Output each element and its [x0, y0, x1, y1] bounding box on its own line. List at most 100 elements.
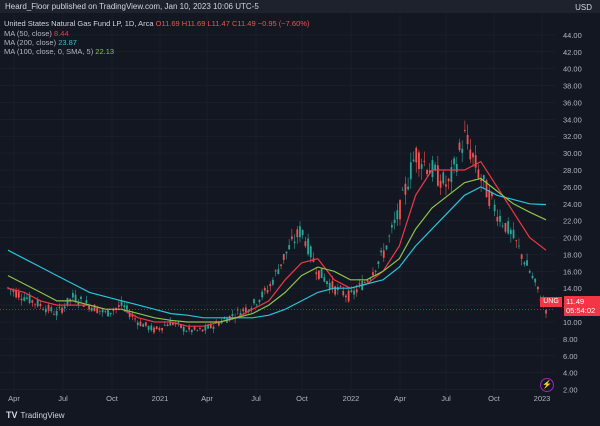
candle-body	[34, 303, 36, 305]
candle-body	[96, 307, 99, 314]
time-tick-label: Oct	[296, 394, 309, 403]
price-tick-label: 16.00	[563, 267, 582, 276]
candle-body	[388, 235, 391, 237]
candle-body	[207, 325, 209, 329]
candle-body	[44, 308, 47, 313]
candle-body	[315, 272, 318, 275]
candle-body	[496, 216, 499, 222]
candle-body	[55, 310, 58, 316]
candle-body	[88, 304, 91, 310]
candle-body	[423, 160, 426, 162]
candle-body	[426, 169, 428, 175]
candle-body	[420, 164, 423, 169]
price-tick-label: 44.00	[563, 31, 582, 40]
candle-body	[328, 282, 331, 290]
candle-body	[536, 286, 539, 290]
time-tick-label: Apr	[201, 394, 213, 403]
time-tick-label: Apr	[8, 394, 20, 403]
indicator-value: 8.44	[54, 29, 69, 38]
candle-body	[461, 148, 464, 153]
candle-body	[153, 327, 155, 333]
candle-body	[115, 307, 118, 309]
candle-body	[380, 250, 382, 253]
candle-body	[504, 223, 507, 232]
candle-body	[418, 152, 420, 170]
indicator-ma50[interactable]: MA (50, close) 8.44	[4, 29, 69, 38]
candle-body	[223, 318, 226, 320]
candle-body	[404, 183, 407, 195]
candle-body	[77, 303, 80, 305]
symbol-name: United States Natural Gas Fund LP, 1D, A…	[4, 19, 154, 28]
candle-body	[236, 309, 239, 311]
price-tick-label: 10.00	[563, 318, 582, 327]
ma200-line	[7, 186, 547, 319]
candle-body	[493, 204, 496, 212]
candle-body	[518, 245, 520, 247]
candle-body	[331, 281, 334, 289]
candle-body	[39, 303, 42, 307]
time-tick-label: Jul	[251, 394, 261, 403]
publish-header: Heard_Floor published on TradingView.com…	[0, 0, 600, 13]
candle-body	[172, 322, 174, 325]
indicator-ma100[interactable]: MA (100, close, 0, SMA, 5) 22.13	[4, 47, 114, 56]
candle-body	[63, 306, 66, 309]
symbol-legend[interactable]: United States Natural Gas Fund LP, 1D, A…	[4, 19, 309, 28]
lightning-icon[interactable]: ⚡	[540, 378, 554, 392]
candle-body	[17, 291, 20, 298]
candle-body	[512, 229, 515, 239]
candle-body	[301, 230, 304, 235]
time-tick-label: 2021	[152, 394, 169, 403]
candle-body	[318, 270, 320, 280]
candle-body	[196, 329, 199, 331]
candle-body	[53, 314, 55, 316]
candle-body	[80, 296, 82, 300]
candle-body	[190, 329, 193, 333]
candle-body	[288, 245, 291, 250]
tradingview-logo: TV TradingView	[6, 410, 65, 420]
candle-body	[293, 241, 296, 244]
candle-body	[463, 129, 466, 131]
candle-body	[217, 322, 220, 326]
candle-body	[120, 300, 123, 306]
candle-body	[269, 283, 272, 287]
ticker-badge: UNG	[540, 297, 562, 307]
candle-body	[193, 326, 196, 330]
candle-body	[144, 322, 147, 326]
candle-body	[104, 311, 107, 313]
change-value: −0.95 (−7.60%)	[257, 19, 310, 28]
candle-body	[353, 290, 355, 295]
candle-body	[442, 172, 445, 184]
price-tick-label: 32.00	[563, 132, 582, 141]
candle-body	[396, 210, 399, 220]
candle-body	[431, 160, 434, 178]
price-tick-label: 20.00	[563, 234, 582, 243]
candle-body	[263, 287, 266, 291]
price-tick-label: 38.00	[563, 82, 582, 91]
candle-body	[309, 246, 312, 258]
candle-body	[304, 241, 307, 247]
candle-body	[28, 294, 31, 303]
candle-body	[180, 324, 182, 328]
high-value: H11.69	[181, 19, 206, 28]
candle-body	[26, 297, 28, 299]
indicator-ma200[interactable]: MA (200, close) 23.87	[4, 38, 77, 47]
candle-body	[458, 142, 461, 150]
price-chart[interactable]: 44.00 42.00 40.00 38.00 36.00 34.00 32.00 30.00…	[0, 13, 600, 413]
candle-body	[161, 327, 164, 331]
candle-body	[177, 322, 180, 323]
ma50-line	[7, 160, 547, 327]
last-price-tag: 11.49 05:54:02	[564, 296, 600, 316]
candle-body	[466, 134, 469, 145]
publish-text: Heard_Floor published on TradingView.com…	[5, 2, 259, 11]
candle-body	[31, 300, 34, 303]
price-tick-label: 42.00	[563, 48, 582, 57]
candle-body	[526, 260, 528, 266]
close-value: C11.49	[231, 19, 256, 28]
candle-body	[231, 313, 234, 317]
candle-body	[439, 180, 442, 188]
candle-body	[528, 270, 531, 273]
price-tick-label: 28.00	[563, 166, 582, 175]
ma100-line	[7, 177, 547, 323]
last-price: 11.49	[566, 297, 585, 306]
candle-body	[277, 269, 280, 275]
